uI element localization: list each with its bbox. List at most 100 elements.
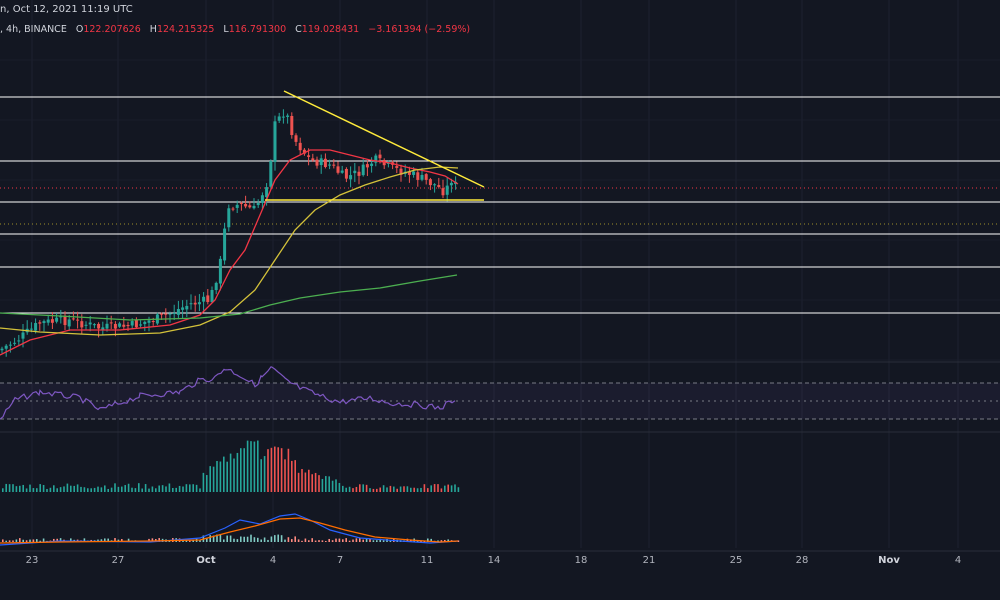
candle-body: [218, 258, 222, 284]
volume-bar: [63, 486, 65, 492]
macd-histogram-bar: [53, 538, 55, 542]
candle-body: [181, 307, 185, 310]
candle-body: [151, 321, 155, 323]
volume-bar: [36, 488, 38, 492]
macd-histogram-bar: [359, 538, 361, 542]
volume-bar: [240, 448, 242, 492]
volume-bar: [369, 488, 371, 492]
volume-bar: [42, 484, 45, 492]
candle-body: [46, 319, 50, 323]
volume-bar: [440, 488, 443, 492]
macd-histogram-bar: [284, 539, 286, 542]
candle-body: [244, 203, 248, 207]
macd-histogram-bar: [39, 540, 41, 542]
candle-body: [168, 313, 172, 315]
volume-bar: [399, 486, 402, 492]
volume-bar: [117, 486, 120, 492]
volume-bar: [56, 488, 58, 492]
volume-bar: [134, 488, 137, 492]
volume-bar: [321, 478, 324, 492]
candle-body: [214, 282, 218, 291]
candle-body: [113, 323, 117, 329]
volume-bar: [178, 485, 181, 492]
time-label: 21: [642, 555, 656, 566]
volume-bar: [362, 484, 364, 492]
macd-histogram-bar: [328, 538, 330, 542]
volume-bar: [175, 487, 177, 492]
time-label: 4: [269, 555, 277, 566]
macd-histogram-bar: [342, 539, 344, 542]
volume-bar: [219, 461, 222, 492]
macd-histogram-bar: [457, 540, 460, 542]
volume-bar: [25, 488, 28, 492]
candle-body: [0, 348, 4, 351]
volume-bar: [427, 488, 429, 492]
time-label: 23: [25, 555, 39, 566]
candle-body: [420, 174, 424, 180]
macd-histogram-bar: [107, 538, 109, 542]
candle-body: [311, 158, 315, 161]
volume-bar: [76, 484, 79, 492]
volume-bar: [396, 488, 398, 492]
macd-histogram-bar: [29, 539, 31, 542]
volume-bar: [114, 483, 116, 492]
candle-body: [277, 116, 281, 121]
macd-histogram-bar: [199, 539, 201, 542]
low-key: L: [223, 24, 229, 35]
candle-body: [126, 324, 130, 327]
ema-green-line: [0, 274, 458, 321]
volume-bar: [226, 461, 228, 492]
candle-body: [97, 323, 101, 329]
macd-histogram-bar: [416, 540, 419, 542]
candle-body: [21, 332, 25, 339]
macd-histogram-bar: [355, 538, 358, 542]
volume-bar: [151, 486, 154, 492]
change-value: −3.161394 (−2.59%): [368, 24, 471, 35]
candle-body: [38, 322, 42, 324]
macd-histogram-bar: [369, 538, 371, 542]
macd-histogram-bar: [5, 540, 7, 542]
volume-bar: [127, 483, 130, 492]
macd-histogram-bar: [335, 538, 337, 542]
macd-histogram-bar: [308, 540, 310, 542]
candle-body: [92, 324, 96, 326]
time-label: 28: [795, 555, 809, 566]
macd-histogram-bar: [365, 538, 368, 542]
candle-body: [361, 164, 365, 176]
volume-bar: [280, 448, 283, 492]
macd-histogram-bar: [97, 539, 99, 542]
volume-bar: [263, 456, 266, 492]
candle-body: [315, 159, 319, 166]
macd-histogram-bar: [226, 535, 228, 542]
volume-bar: [260, 459, 262, 492]
candle-body: [185, 305, 189, 310]
macd-histogram-bar: [338, 538, 341, 542]
volume-bar: [359, 484, 361, 492]
macd-histogram-bar: [301, 540, 303, 542]
candle-body: [412, 171, 416, 175]
macd-histogram-bar: [382, 540, 385, 542]
candle-body: [319, 158, 323, 166]
candle-body: [286, 115, 290, 117]
macd-histogram-bar: [444, 539, 446, 542]
volume-bar: [410, 487, 412, 492]
candle-body: [143, 321, 147, 325]
time-label: 14: [487, 555, 501, 566]
candle-body: [105, 323, 109, 329]
candle-body: [248, 205, 252, 208]
candle-body: [29, 328, 33, 330]
rsi-line: [0, 366, 456, 420]
volume-bar: [104, 485, 106, 492]
candle-body: [71, 318, 75, 320]
macd-histogram-bar: [70, 538, 72, 542]
ohlc-legend: , 4h, BINANCE O122.207626 H124.215325 L1…: [0, 24, 471, 35]
macd-histogram-bar: [243, 536, 245, 542]
macd-histogram-bar: [114, 538, 116, 542]
volume-bar: [376, 488, 378, 492]
time-label: 11: [420, 555, 434, 566]
volume-bar: [287, 448, 290, 492]
macd-histogram-bar: [219, 534, 222, 542]
candle-body: [172, 312, 176, 314]
